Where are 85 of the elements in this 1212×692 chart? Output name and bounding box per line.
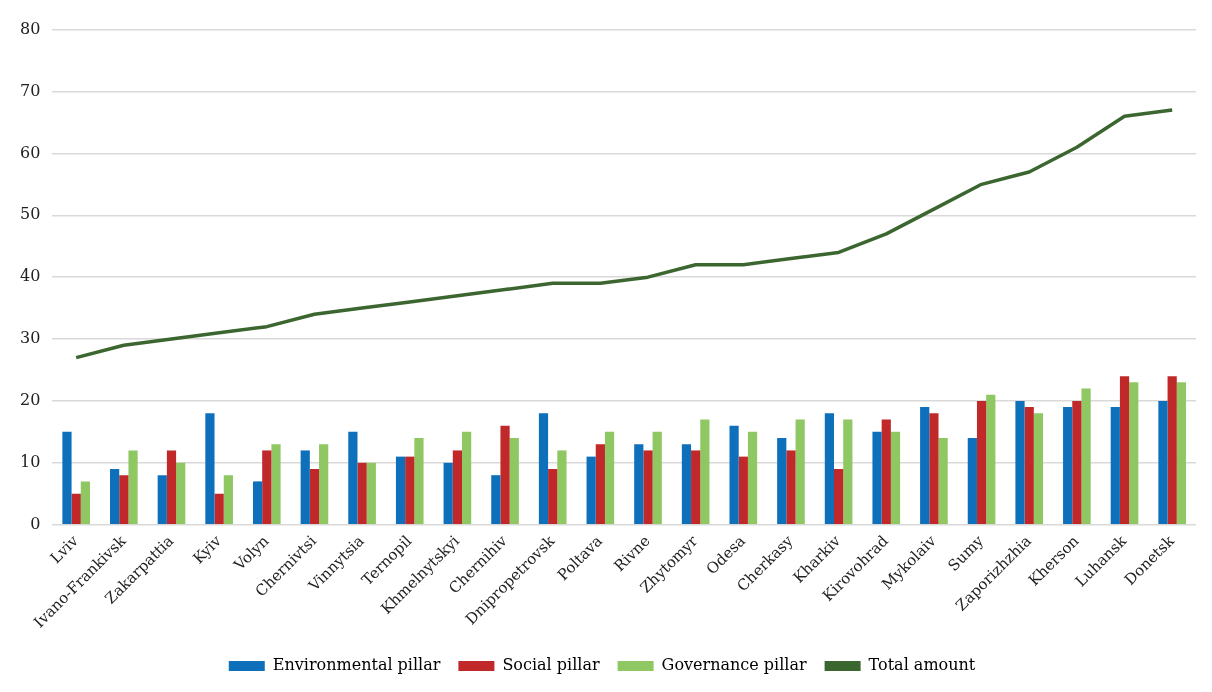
y-tick-label: 30 (20, 328, 41, 348)
bar (357, 462, 367, 524)
bar (1072, 400, 1082, 524)
bar (843, 419, 853, 524)
bar (929, 413, 939, 524)
bar (443, 462, 453, 524)
y-tick-label: 40 (20, 266, 41, 286)
bar (1167, 376, 1177, 524)
bar (681, 444, 692, 524)
bar (872, 431, 882, 524)
legend-label: Total amount (868, 655, 976, 675)
bar (214, 493, 224, 524)
bar (834, 469, 844, 524)
bar (262, 450, 272, 524)
bar (1033, 413, 1044, 524)
bar (176, 462, 186, 524)
bar (538, 413, 549, 524)
bar (205, 413, 215, 524)
bar (110, 469, 120, 524)
y-tick-label: 60 (20, 142, 41, 162)
y-tick-label: 70 (20, 80, 41, 100)
bar (1015, 400, 1025, 524)
bar (300, 450, 310, 524)
legend-label: Social pillar (502, 655, 600, 675)
bar (128, 450, 138, 524)
bar (595, 444, 605, 524)
y-tick-label: 20 (20, 390, 41, 410)
bar (967, 438, 977, 524)
bar (824, 413, 835, 524)
bar (71, 493, 81, 524)
bar (938, 438, 948, 524)
legend-label: Environmental pillar (272, 655, 441, 675)
bar (1158, 400, 1168, 524)
legend-label: Governance pillar (661, 655, 807, 675)
bar (652, 431, 662, 524)
bar (509, 438, 519, 524)
bar (920, 407, 930, 524)
bar (414, 438, 424, 524)
bar (1119, 376, 1130, 524)
bar (252, 481, 263, 524)
bar (881, 419, 891, 524)
bar (1063, 407, 1073, 524)
bar (786, 450, 796, 524)
bar (777, 438, 787, 524)
bar (643, 450, 653, 524)
bar (1176, 382, 1186, 524)
bar (976, 400, 987, 524)
bar (452, 450, 463, 524)
bar (405, 456, 415, 524)
bar (62, 431, 72, 524)
bar (1110, 407, 1120, 524)
bar (395, 456, 406, 524)
bar (80, 481, 90, 524)
bar (747, 431, 758, 524)
bar (491, 475, 501, 524)
bar (366, 462, 376, 524)
bar (729, 425, 739, 524)
bar (795, 419, 805, 524)
y-tick-label: 80 (20, 18, 41, 38)
bar (700, 419, 710, 524)
bar (890, 431, 901, 524)
bar (166, 450, 177, 524)
bar (634, 444, 644, 524)
bar (223, 475, 233, 524)
y-tick-label: 0 (30, 513, 41, 533)
bar (462, 431, 472, 524)
bar (157, 475, 167, 524)
bar (604, 431, 615, 524)
y-tick-label: 50 (20, 204, 41, 224)
bar (119, 475, 129, 524)
y-tick-label: 10 (20, 451, 41, 471)
bar (738, 456, 748, 524)
bar (500, 425, 510, 524)
bar (1024, 407, 1034, 524)
bar (691, 450, 701, 524)
bar (586, 456, 596, 524)
bar (319, 444, 329, 524)
bar (1129, 382, 1139, 524)
bar (548, 469, 558, 524)
bar (1081, 388, 1091, 524)
bar (348, 431, 358, 524)
bar (557, 450, 567, 524)
bar (309, 469, 320, 524)
bar (986, 394, 996, 524)
bar (271, 444, 281, 524)
